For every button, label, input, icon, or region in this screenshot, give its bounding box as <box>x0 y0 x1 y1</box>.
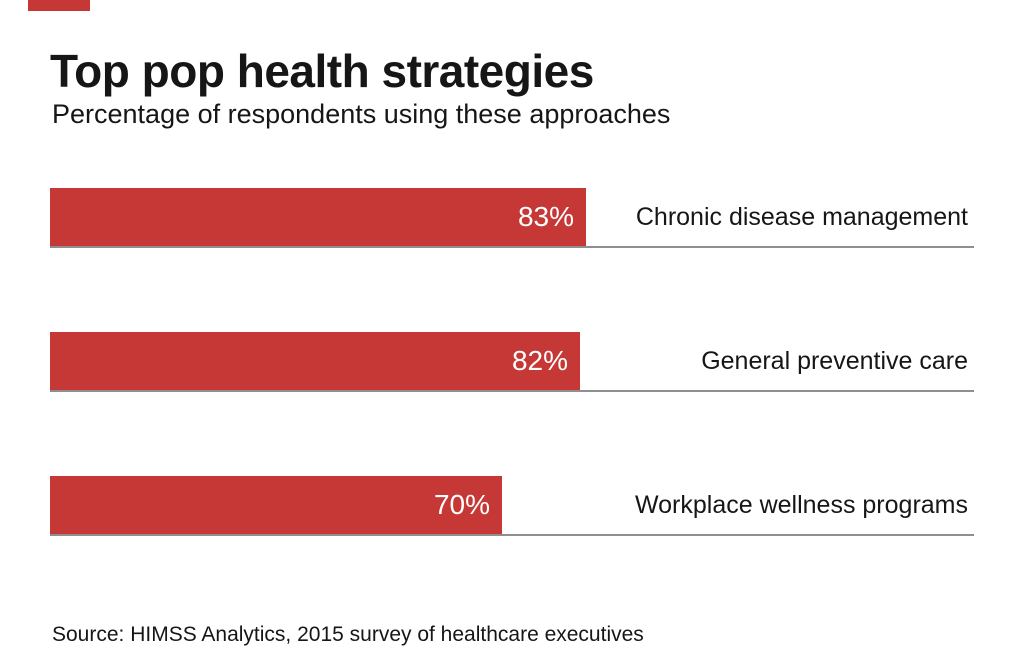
bar-value-label: 82% <box>511 345 568 376</box>
bar-row: 70% Workplace wellness programs <box>50 476 974 536</box>
bar: 70% <box>50 476 502 534</box>
bar: 83% <box>50 188 586 246</box>
source-note: Source: HIMSS Analytics, 2015 survey of … <box>52 623 644 646</box>
bar-chart: 83% Chronic disease management 82% General … <box>50 188 974 620</box>
bar-value-label: 70% <box>433 489 490 520</box>
bar: 82% <box>50 332 580 390</box>
bar-category-label: Workplace wellness programs <box>635 491 968 519</box>
chart-title: Top pop health strategies <box>50 45 594 97</box>
bar-row: 82% General preventive care <box>50 332 974 392</box>
bar-category-label: General preventive care <box>701 347 968 375</box>
corner-accent-mark <box>28 0 90 11</box>
bar-row: 83% Chronic disease management <box>50 188 974 248</box>
chart-subtitle: Percentage of respondents using these ap… <box>52 99 671 129</box>
bar-value-label: 83% <box>517 201 574 232</box>
bar-category-label: Chronic disease management <box>635 203 968 231</box>
